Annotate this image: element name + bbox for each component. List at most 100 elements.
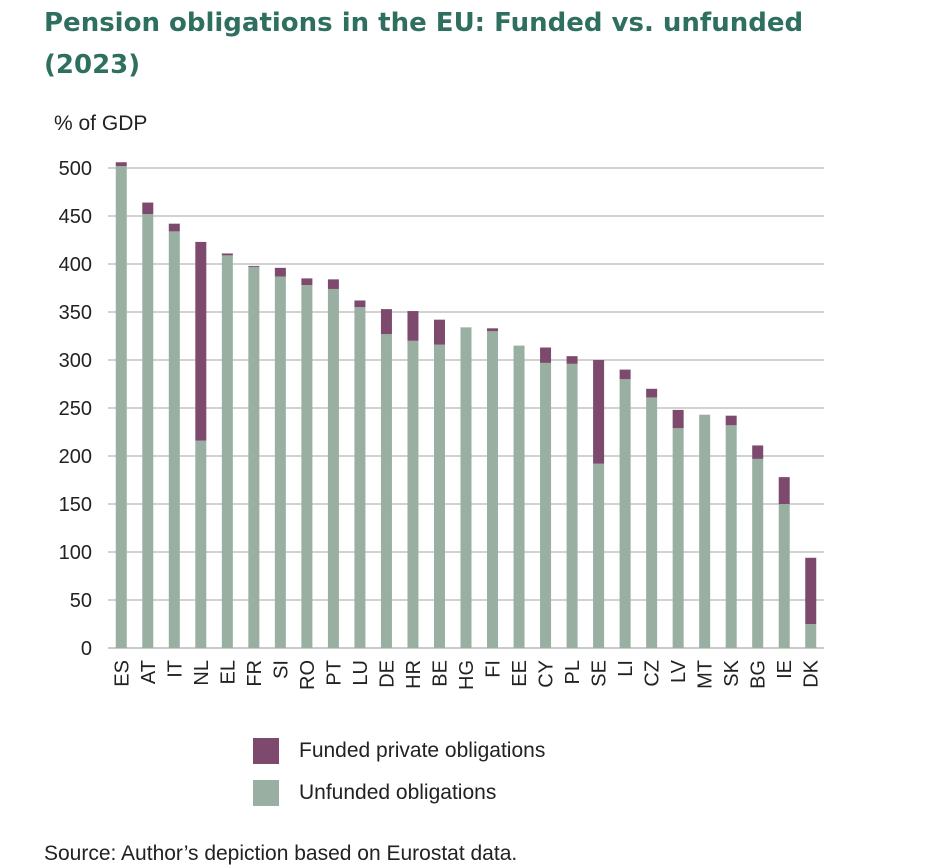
bar-funded-lu	[354, 300, 366, 308]
bar-funded-hr	[407, 311, 419, 341]
y-tick-label: 250	[59, 398, 92, 420]
bar-funded-it	[168, 223, 180, 232]
bar-funded-fi	[487, 328, 499, 332]
bar-group-pt	[327, 279, 339, 648]
bar-funded-cz	[646, 388, 658, 398]
bar-group-be	[433, 319, 445, 648]
x-tick-label: LV	[668, 659, 690, 683]
bar-unfunded-be	[433, 344, 445, 648]
y-tick-label: 450	[59, 206, 92, 228]
bar-funded-si	[274, 267, 286, 277]
bar-funded-el	[221, 253, 233, 256]
bar-funded-se	[593, 360, 605, 464]
bar-group-fr	[248, 265, 260, 648]
y-axis-ticks: 0 50 100 150 200 250 300 350 400 450 500	[59, 158, 92, 660]
bar-group-cz	[646, 388, 658, 648]
bar-unfunded-fr	[248, 266, 260, 648]
bar-group-bg	[752, 445, 764, 648]
x-tick-label: FI	[483, 660, 505, 678]
x-tick-label: ES	[111, 660, 133, 687]
bar-funded-ro	[301, 278, 313, 286]
y-tick-label: 400	[59, 254, 92, 276]
bar-unfunded-dk	[805, 624, 817, 648]
bars	[115, 162, 817, 649]
y-axis-label: % of GDP	[54, 112, 148, 135]
bar-funded-de	[380, 309, 392, 335]
x-tick-label: BE	[429, 660, 451, 687]
bar-funded-be	[433, 319, 445, 345]
bar-funded-lv	[672, 409, 684, 429]
x-tick-label: HG	[456, 660, 478, 690]
bar-group-dk	[805, 557, 817, 648]
bar-unfunded-es	[115, 166, 127, 648]
x-tick-label: LU	[350, 660, 372, 686]
bar-group-pl	[566, 356, 578, 648]
bar-funded-li	[619, 369, 631, 380]
y-tick-label: 350	[59, 302, 92, 324]
x-tick-label: SK	[721, 659, 743, 686]
x-tick-label: LI	[615, 660, 637, 677]
bar-group-nl	[195, 241, 207, 648]
bar-unfunded-cz	[646, 397, 658, 648]
bar-unfunded-ee	[513, 345, 525, 648]
bar-group-cy	[540, 347, 552, 648]
x-axis-ticks: ES AT IT NL EL FR SI RO PT LU DE HR BE HG FI EE CY PL SE LI…	[111, 659, 822, 690]
bar-unfunded-mt	[699, 414, 711, 648]
bar-group-ro	[301, 278, 313, 648]
bar-funded-fr	[248, 265, 260, 267]
bar-unfunded-lv	[672, 428, 684, 648]
legend-item-funded: Funded private obligations	[253, 736, 673, 766]
bar-group-hg	[460, 327, 472, 648]
bar-group-si	[274, 267, 286, 648]
bar-funded-pt	[327, 279, 339, 289]
x-tick-label: SI	[270, 660, 292, 679]
y-tick-label: 100	[59, 542, 92, 564]
y-tick-label: 150	[59, 494, 92, 516]
bar-unfunded-sk	[725, 425, 737, 648]
legend-swatch-funded	[253, 738, 279, 764]
bar-funded-bg	[752, 445, 764, 459]
bar-funded-ie	[778, 477, 790, 504]
bar-group-li	[619, 369, 631, 648]
x-tick-label: EL	[217, 660, 239, 684]
bar-unfunded-at	[142, 214, 154, 648]
legend-item-unfunded: Unfunded obligations	[253, 778, 673, 808]
bar-group-ee	[513, 345, 525, 648]
y-tick-label: 500	[59, 158, 92, 180]
bar-unfunded-nl	[195, 440, 207, 648]
x-tick-label: CY	[536, 660, 558, 688]
x-tick-label: EE	[509, 660, 531, 687]
bar-unfunded-pt	[327, 288, 339, 648]
bar-unfunded-fi	[487, 331, 499, 648]
bar-unfunded-hg	[460, 327, 472, 648]
x-tick-label: CZ	[642, 660, 664, 687]
bar-group-fi	[487, 328, 499, 648]
bar-unfunded-li	[619, 379, 631, 648]
bar-unfunded-it	[168, 231, 180, 649]
bar-unfunded-bg	[752, 458, 764, 648]
bar-group-lu	[354, 300, 366, 648]
bar-group-it	[168, 223, 180, 649]
bar-group-es	[115, 162, 127, 648]
bar-unfunded-hr	[407, 340, 419, 648]
bar-group-ie	[778, 477, 790, 648]
bar-funded-nl	[195, 241, 207, 441]
x-tick-label: PT	[323, 660, 345, 686]
legend-swatch-unfunded	[253, 780, 279, 806]
bar-group-el	[221, 253, 233, 649]
bar-group-mt	[699, 414, 711, 648]
bar-funded-dk	[805, 557, 817, 624]
y-tick-label: 200	[59, 446, 92, 468]
bar-group-lv	[672, 409, 684, 648]
bar-funded-pl	[566, 356, 578, 364]
legend-label-unfunded: Unfunded obligations	[299, 781, 497, 804]
x-tick-label: HR	[403, 660, 425, 689]
x-tick-label: AT	[138, 660, 160, 684]
bar-group-hr	[407, 311, 419, 648]
bar-unfunded-ro	[301, 285, 313, 648]
chart-title: Pension obligations in the EU: Funded vs…	[44, 8, 804, 80]
bar-unfunded-de	[380, 334, 392, 648]
bar-unfunded-el	[221, 255, 233, 649]
bar-funded-cy	[540, 347, 552, 363]
x-tick-label: RO	[297, 660, 319, 690]
